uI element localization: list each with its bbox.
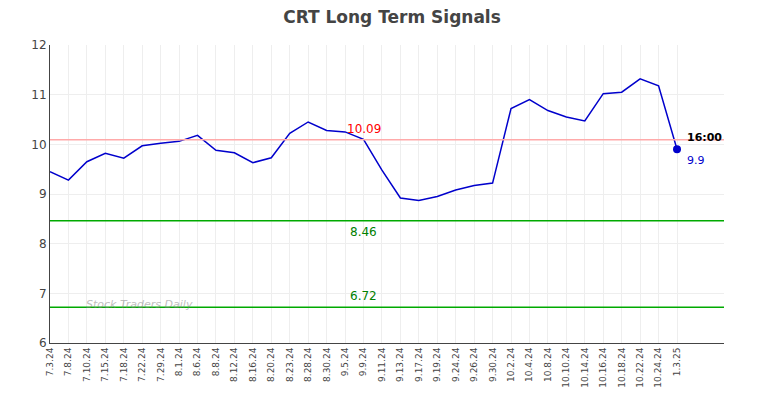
svg-text:7.29.24: 7.29.24 — [156, 347, 166, 382]
svg-text:8.46: 8.46 — [350, 225, 377, 239]
svg-text:10.22.24: 10.22.24 — [635, 347, 645, 387]
svg-text:10.18.24: 10.18.24 — [617, 347, 627, 387]
svg-text:12: 12 — [31, 38, 46, 52]
svg-text:9.30.24: 9.30.24 — [488, 347, 498, 382]
svg-text:1.3.25: 1.3.25 — [672, 348, 682, 377]
svg-text:8.16.24: 8.16.24 — [248, 347, 258, 382]
svg-text:9.26.24: 9.26.24 — [469, 347, 479, 382]
svg-text:CRT Long Term Signals: CRT Long Term Signals — [283, 7, 501, 27]
svg-text:10.14.24: 10.14.24 — [580, 347, 590, 387]
svg-text:9.11.24: 9.11.24 — [377, 347, 387, 382]
svg-text:10.4.24: 10.4.24 — [524, 347, 534, 382]
svg-text:9.17.24: 9.17.24 — [414, 347, 424, 382]
svg-text:7.22.24: 7.22.24 — [137, 347, 147, 382]
svg-text:8.28.24: 8.28.24 — [303, 347, 313, 382]
svg-text:8.12.24: 8.12.24 — [229, 347, 239, 382]
svg-text:10.2.24: 10.2.24 — [506, 347, 516, 382]
svg-text:9: 9 — [39, 187, 47, 201]
svg-text:7.8.24: 7.8.24 — [63, 347, 73, 376]
svg-text:9.9.24: 9.9.24 — [358, 347, 368, 376]
svg-text:8.23.24: 8.23.24 — [285, 347, 295, 382]
svg-text:10: 10 — [31, 138, 46, 152]
svg-text:8.8.24: 8.8.24 — [211, 347, 221, 376]
svg-text:7.3.24: 7.3.24 — [45, 347, 55, 376]
svg-text:11: 11 — [31, 88, 46, 102]
svg-text:8.1.24: 8.1.24 — [174, 347, 184, 376]
svg-text:7.15.24: 7.15.24 — [100, 347, 110, 382]
svg-text:9.5.24: 9.5.24 — [340, 347, 350, 376]
svg-text:10.10.24: 10.10.24 — [561, 347, 571, 387]
svg-text:9.19.24: 9.19.24 — [432, 347, 442, 382]
svg-text:6: 6 — [39, 336, 47, 350]
svg-text:8: 8 — [39, 237, 47, 251]
svg-text:8.30.24: 8.30.24 — [322, 347, 332, 382]
svg-text:10.24.24: 10.24.24 — [653, 347, 663, 387]
svg-text:10.8.24: 10.8.24 — [543, 347, 553, 382]
svg-text:9.13.24: 9.13.24 — [395, 347, 405, 382]
svg-text:6.72: 6.72 — [350, 289, 377, 303]
svg-text:8.20.24: 8.20.24 — [266, 347, 276, 382]
svg-text:7: 7 — [39, 287, 47, 301]
svg-text:10.16.24: 10.16.24 — [598, 347, 608, 387]
svg-text:9.9: 9.9 — [687, 154, 705, 167]
svg-text:7.10.24: 7.10.24 — [82, 347, 92, 382]
svg-text:10.09: 10.09 — [347, 122, 381, 136]
svg-text:7.18.24: 7.18.24 — [119, 347, 129, 382]
svg-text:8.6.24: 8.6.24 — [192, 347, 202, 376]
svg-text:Stock Traders Daily: Stock Traders Daily — [86, 298, 193, 311]
svg-text:9.24.24: 9.24.24 — [451, 347, 461, 382]
svg-text:16:00: 16:00 — [687, 131, 722, 144]
